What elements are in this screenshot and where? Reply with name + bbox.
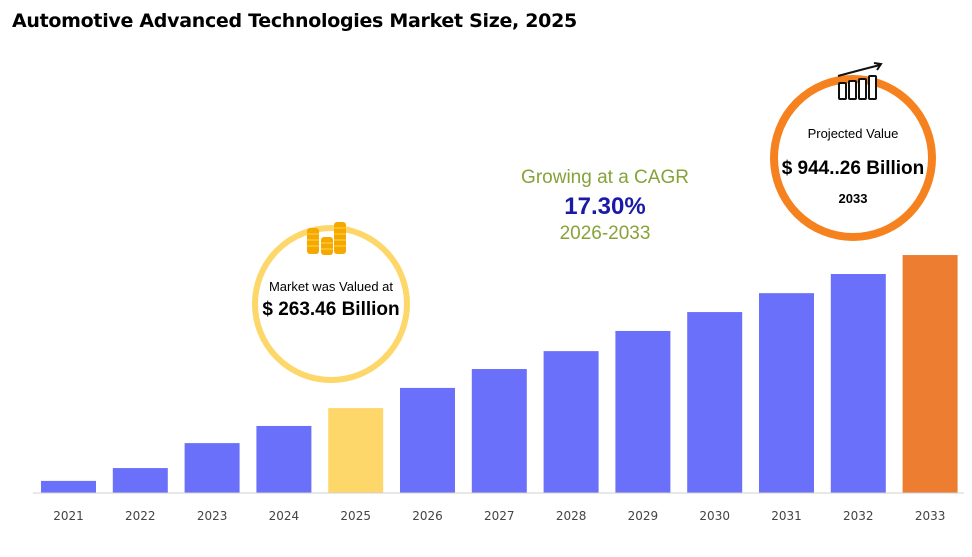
cagr-value: 17.30% <box>564 193 646 220</box>
bar-2032 <box>830 274 886 493</box>
x-tick-label: 2022 <box>125 509 156 523</box>
x-tick-label: 2021 <box>53 509 84 523</box>
bar-2025 <box>328 408 384 493</box>
bar-2033 <box>902 255 958 493</box>
x-tick-label: 2029 <box>628 509 659 523</box>
coin-stacks-icon <box>307 222 346 255</box>
cagr-period: 2026-2033 <box>559 223 651 244</box>
x-tick-label: 2031 <box>771 509 802 523</box>
valued-value: $ 263.46 Billion <box>262 299 400 320</box>
bar-2024 <box>256 425 312 493</box>
bar-2029 <box>615 330 671 493</box>
x-tick-label: 2024 <box>269 509 300 523</box>
bar-2031 <box>759 293 814 493</box>
projected-circle <box>770 75 936 241</box>
x-tick-label: 2023 <box>197 509 228 523</box>
bar-2030 <box>687 312 743 493</box>
cagr-label: Growing at a CAGR <box>521 167 689 188</box>
projected-value: $ 944..26 Billion <box>781 158 925 179</box>
x-tick-label: 2026 <box>412 509 443 523</box>
bar-2023 <box>184 443 240 493</box>
x-tick-label: 2032 <box>843 509 874 523</box>
bar-2026 <box>400 387 455 493</box>
bar-2021 <box>41 480 96 493</box>
x-tick-label: 2025 <box>340 509 371 523</box>
valued-label: Market was Valued at <box>268 279 394 294</box>
chart-title: Automotive Advanced Technologies Market … <box>12 10 577 32</box>
valued-circle <box>252 225 410 383</box>
x-tick-label: 2028 <box>556 509 587 523</box>
projected-label: Projected Value <box>807 126 899 141</box>
bar-2028 <box>543 351 599 493</box>
x-tick-label: 2030 <box>699 509 730 523</box>
projected-year: 2033 <box>838 191 868 206</box>
growth-bars-icon <box>837 62 883 100</box>
x-tick-label: 2033 <box>915 509 946 523</box>
bar-2022 <box>112 468 168 493</box>
bar-2027 <box>471 369 527 493</box>
x-tick-label: 2027 <box>484 509 515 523</box>
